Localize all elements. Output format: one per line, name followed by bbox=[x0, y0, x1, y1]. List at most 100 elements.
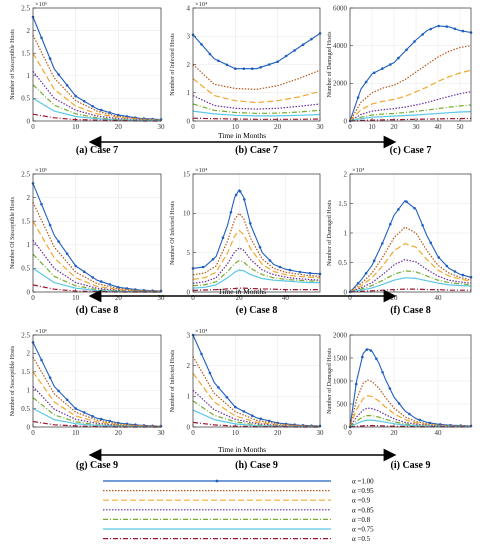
plot-frame bbox=[32, 7, 162, 122]
y-tick-label: 2.5 bbox=[21, 331, 30, 339]
series-line bbox=[192, 117, 321, 120]
series-marker bbox=[48, 376, 52, 380]
series-marker bbox=[364, 80, 368, 84]
x-tick-label: 0 bbox=[31, 123, 35, 131]
series-line bbox=[192, 389, 321, 428]
series-line bbox=[349, 270, 472, 293]
y-tick-label: 0.5 bbox=[21, 265, 30, 273]
series-marker bbox=[234, 67, 237, 70]
series-marker bbox=[251, 67, 254, 70]
series-marker bbox=[268, 259, 272, 262]
series-marker bbox=[413, 206, 416, 210]
legend-label: α =0.95 bbox=[352, 487, 374, 495]
axis-exponent: ×10⁴ bbox=[195, 328, 208, 335]
series-marker bbox=[375, 357, 378, 361]
panel-1: 0 0.5 1 1.5 2 2.5 0 10 20 30 ×10⁶ Number of Suscept… bbox=[9, 1, 165, 156]
series-line bbox=[32, 253, 162, 293]
x-tick-label: 20 bbox=[115, 123, 123, 131]
panel-7: 0 0.5 1 1.5 2 2.5 0 10 20 30 ×10⁶ Number of Suscept… bbox=[9, 328, 165, 471]
series-line bbox=[349, 69, 472, 122]
series-line bbox=[192, 356, 321, 427]
y-tick-label: 2.5 bbox=[21, 170, 30, 178]
y-axis-label: Number of Susceptible Hosts bbox=[9, 345, 16, 416]
series-line bbox=[349, 104, 472, 122]
x-tick-label: 30 bbox=[158, 123, 166, 131]
legend: α =1.00α =0.95 α =0.9α =0.85 α =0.8 α =0.75… bbox=[103, 478, 374, 543]
series-marker bbox=[65, 84, 69, 87]
series-marker bbox=[217, 386, 220, 389]
series-marker bbox=[91, 276, 94, 279]
series-marker bbox=[91, 415, 94, 418]
series-marker bbox=[40, 358, 43, 362]
series-marker bbox=[82, 411, 86, 414]
series-line bbox=[349, 117, 472, 122]
series-marker bbox=[125, 287, 129, 290]
series-marker bbox=[308, 271, 312, 275]
series-marker bbox=[354, 382, 358, 386]
y-tick-label: 1.5 bbox=[21, 50, 30, 58]
series-line bbox=[32, 70, 162, 122]
series-marker bbox=[249, 222, 252, 225]
series-marker bbox=[221, 236, 225, 239]
series-line bbox=[32, 408, 162, 428]
y-axis-label: Number of Infected Hosts bbox=[169, 33, 176, 96]
y-tick-label: 0 bbox=[187, 423, 191, 431]
series-marker bbox=[82, 99, 86, 103]
x-tick-label: 20 bbox=[391, 294, 399, 302]
series-line bbox=[192, 400, 320, 428]
series-line bbox=[192, 212, 321, 277]
x-tick-label: 30 bbox=[317, 429, 325, 437]
series-line bbox=[349, 407, 472, 428]
series-line bbox=[349, 379, 472, 428]
y-tick-label: 4000 bbox=[333, 42, 348, 50]
series-line bbox=[192, 78, 321, 104]
series-line bbox=[349, 25, 472, 122]
series-marker bbox=[65, 252, 69, 256]
y-tick-label: 2000 bbox=[333, 80, 348, 88]
series-line bbox=[349, 259, 472, 293]
series-marker bbox=[74, 407, 77, 410]
series-line bbox=[192, 110, 321, 117]
x-tick-label: 10 bbox=[72, 294, 80, 302]
series-marker bbox=[259, 66, 263, 69]
series-marker bbox=[372, 259, 376, 263]
y-tick-label: 0.5 bbox=[21, 405, 30, 413]
x-tick-label: 10 bbox=[232, 429, 240, 437]
series-marker bbox=[267, 419, 271, 423]
series-marker bbox=[437, 24, 441, 28]
y-tick-label: 0 bbox=[27, 288, 31, 296]
series-line bbox=[349, 226, 472, 293]
axis-exponent: ×10⁶ bbox=[35, 167, 47, 174]
axis-exponent: ×10⁴ bbox=[195, 167, 208, 174]
series-line bbox=[349, 419, 471, 428]
series-marker bbox=[65, 398, 69, 402]
y-tick-label: 0 bbox=[187, 288, 191, 296]
series-line bbox=[349, 288, 471, 293]
y-tick-label: 4 bbox=[187, 4, 191, 12]
series-marker bbox=[100, 280, 103, 283]
series-marker bbox=[201, 265, 205, 269]
y-tick-label: 15 bbox=[183, 170, 191, 178]
series-marker bbox=[445, 264, 449, 268]
y-axis-label: Number of Damaged Hosts bbox=[326, 347, 333, 413]
y-tick-label: 10 bbox=[183, 210, 191, 218]
panel-caption: (a) Case 7 bbox=[76, 145, 118, 156]
x-tick-label: 50 bbox=[457, 123, 465, 131]
series-marker bbox=[293, 49, 296, 52]
series-line bbox=[192, 95, 321, 110]
y-tick-label: 0.5 bbox=[338, 259, 347, 267]
series-marker bbox=[356, 96, 360, 99]
series-marker bbox=[301, 43, 305, 46]
legend-item: α =0.75 bbox=[103, 526, 374, 534]
series-marker bbox=[397, 208, 400, 211]
series-line bbox=[192, 372, 321, 428]
panel-caption: (c) Case 7 bbox=[390, 145, 432, 156]
series-line bbox=[32, 239, 162, 293]
series-marker bbox=[242, 410, 246, 413]
x-tick-label: 0 bbox=[31, 429, 35, 437]
y-axis-label: Number of Infected Hosts bbox=[169, 349, 176, 412]
legend-label: α =0.85 bbox=[352, 506, 374, 514]
series-line bbox=[192, 269, 320, 289]
